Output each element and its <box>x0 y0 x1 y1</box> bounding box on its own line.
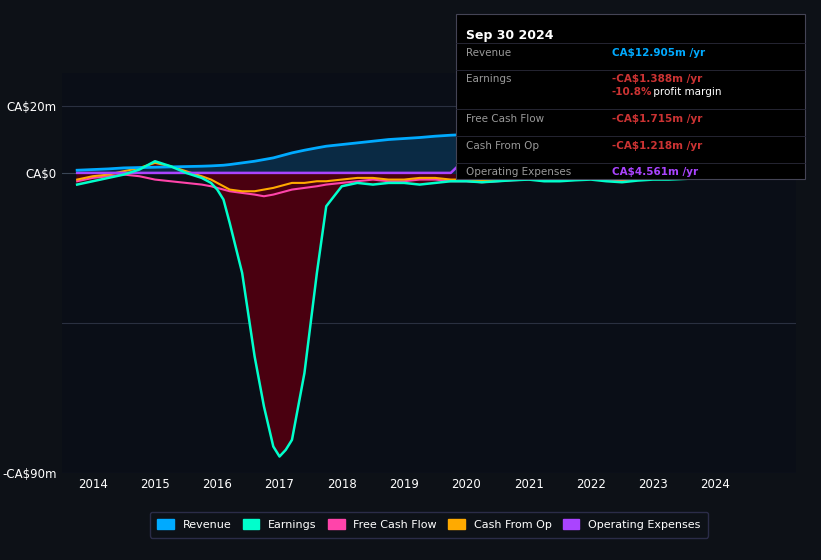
Text: Revenue: Revenue <box>466 48 511 58</box>
Text: CA$12.905m /yr: CA$12.905m /yr <box>612 48 704 58</box>
Text: profit margin: profit margin <box>650 87 722 97</box>
Text: Earnings: Earnings <box>466 74 511 85</box>
Text: Free Cash Flow: Free Cash Flow <box>466 114 544 124</box>
Text: CA$4.561m /yr: CA$4.561m /yr <box>612 167 698 178</box>
Text: Sep 30 2024: Sep 30 2024 <box>466 29 553 41</box>
Text: Operating Expenses: Operating Expenses <box>466 167 571 178</box>
Text: -CA$1.715m /yr: -CA$1.715m /yr <box>612 114 702 124</box>
Legend: Revenue, Earnings, Free Cash Flow, Cash From Op, Operating Expenses: Revenue, Earnings, Free Cash Flow, Cash … <box>149 512 709 538</box>
Text: -10.8%: -10.8% <box>612 87 652 97</box>
Text: Cash From Op: Cash From Op <box>466 141 539 151</box>
Text: -CA$1.388m /yr: -CA$1.388m /yr <box>612 74 702 85</box>
Text: -CA$1.218m /yr: -CA$1.218m /yr <box>612 141 702 151</box>
